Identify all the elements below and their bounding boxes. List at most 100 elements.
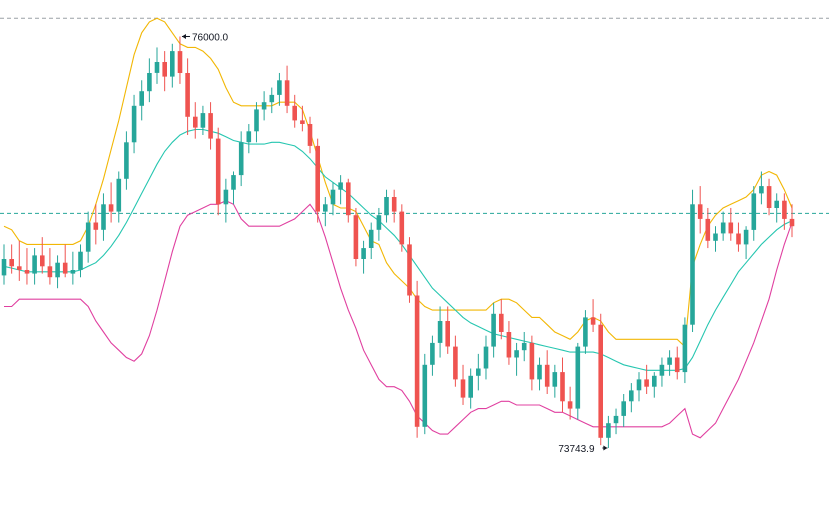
candle-body — [575, 346, 581, 409]
candle — [208, 102, 213, 150]
candle-body — [147, 73, 152, 92]
candle — [24, 248, 30, 285]
candle-body — [162, 62, 167, 77]
candle — [529, 335, 535, 391]
candle-body — [108, 204, 114, 212]
candle — [544, 350, 550, 395]
candle-body — [567, 401, 573, 409]
candle-body — [407, 244, 412, 296]
candle-body — [583, 317, 588, 347]
high-price-label: 76000.0 — [192, 32, 229, 43]
candle — [376, 207, 382, 241]
bollinger-bands — [3, 17, 793, 439]
candle — [606, 415, 611, 449]
annotations: 76000.0 73743.9 — [181, 32, 608, 455]
candle — [70, 251, 76, 285]
candle-body — [185, 73, 190, 117]
candle — [185, 58, 190, 135]
candle-body — [499, 313, 504, 332]
candle — [682, 317, 688, 384]
candle — [460, 364, 466, 405]
candle — [254, 102, 259, 143]
candle — [368, 222, 374, 260]
candle-body — [300, 120, 305, 124]
candle-body — [606, 423, 611, 438]
candle — [62, 244, 68, 278]
candle-body — [116, 178, 122, 212]
candle-body — [674, 357, 680, 373]
candle — [353, 207, 359, 267]
candle — [583, 310, 588, 354]
candle-body — [705, 218, 711, 241]
candle — [124, 131, 129, 190]
candle — [307, 116, 313, 154]
candle-body — [131, 105, 137, 143]
candle-body — [284, 80, 290, 106]
candle-body — [468, 375, 473, 398]
candle-body — [338, 182, 343, 190]
candle — [499, 299, 504, 340]
candle-body — [261, 102, 267, 110]
candle — [284, 65, 290, 114]
candle — [78, 244, 83, 278]
candle — [231, 171, 236, 205]
candle — [590, 299, 596, 332]
candle-body — [514, 350, 519, 358]
candle — [636, 372, 642, 402]
candle-body — [70, 270, 76, 274]
candle-body — [277, 80, 282, 95]
candle — [215, 127, 221, 216]
candle-body — [208, 113, 213, 139]
candle-body — [193, 116, 198, 128]
candle — [177, 36, 183, 84]
candle — [40, 237, 45, 274]
candle-body — [713, 233, 718, 241]
candle — [774, 193, 779, 223]
candle-body — [460, 379, 466, 398]
candle-body — [743, 229, 749, 245]
candle — [277, 72, 282, 106]
candle-body — [223, 189, 229, 205]
candle-body — [644, 379, 649, 387]
candle — [32, 248, 37, 285]
candle-body — [170, 51, 175, 77]
candle-body — [430, 342, 435, 365]
candle — [736, 222, 741, 252]
candle-body — [47, 266, 53, 278]
candle — [361, 240, 366, 274]
candle-body — [437, 321, 443, 343]
candle — [170, 43, 175, 88]
candle — [9, 244, 14, 274]
candle — [567, 386, 573, 420]
candle-body — [422, 364, 428, 427]
candle — [139, 80, 144, 121]
low-price-label: 73743.9 — [558, 444, 595, 455]
candle — [705, 207, 711, 249]
candle-body — [330, 189, 336, 205]
candle — [713, 226, 718, 252]
candle-body — [368, 229, 374, 248]
candle — [162, 51, 167, 92]
candle — [330, 182, 336, 216]
candle-body — [690, 204, 695, 325]
candle — [782, 193, 787, 230]
candle-body — [269, 94, 275, 103]
candle-body — [391, 197, 397, 212]
candle-body — [759, 186, 764, 194]
candle-body — [93, 222, 99, 230]
bollinger-lower-line — [4, 200, 793, 439]
candle — [269, 87, 275, 114]
candle — [338, 175, 343, 205]
candle-body — [55, 262, 60, 278]
candle — [690, 189, 695, 332]
candle-body — [621, 401, 626, 416]
candle — [55, 255, 60, 289]
candle — [629, 383, 634, 413]
candle-body — [1, 259, 7, 276]
candle — [323, 197, 328, 227]
candle — [667, 350, 672, 376]
candle — [514, 342, 519, 376]
candle-body — [177, 51, 183, 73]
candle — [537, 357, 542, 391]
